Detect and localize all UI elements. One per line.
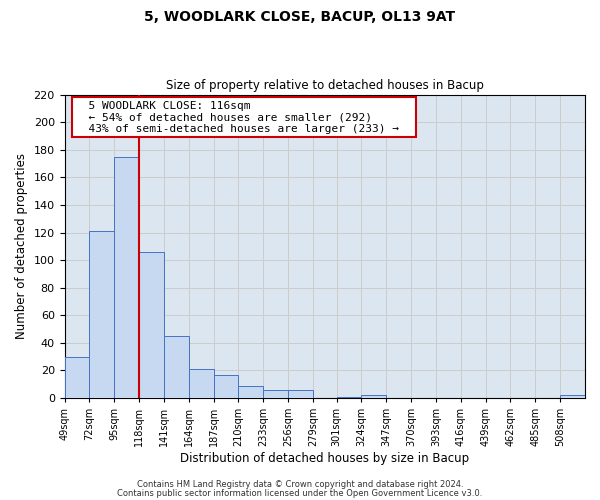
Bar [214,374,238,398]
Bar [114,156,139,398]
Text: 5 WOODLARK CLOSE: 116sqm  
  ← 54% of detached houses are smaller (292)  
  43% : 5 WOODLARK CLOSE: 116sqm ← 54% of detach… [75,100,412,134]
Text: 5, WOODLARK CLOSE, BACUP, OL13 9AT: 5, WOODLARK CLOSE, BACUP, OL13 9AT [145,10,455,24]
Bar [139,252,164,398]
Bar [189,369,214,398]
Bar [337,396,361,398]
X-axis label: Distribution of detached houses by size in Bacup: Distribution of detached houses by size … [180,452,469,465]
Bar [361,396,386,398]
Bar [164,336,189,398]
Bar [288,390,313,398]
Y-axis label: Number of detached properties: Number of detached properties [15,154,28,340]
Bar [560,396,585,398]
Text: Contains HM Land Registry data © Crown copyright and database right 2024.: Contains HM Land Registry data © Crown c… [137,480,463,489]
Bar [263,390,288,398]
Bar [89,231,114,398]
Bar [65,356,89,398]
Title: Size of property relative to detached houses in Bacup: Size of property relative to detached ho… [166,79,484,92]
Text: Contains public sector information licensed under the Open Government Licence v3: Contains public sector information licen… [118,488,482,498]
Bar [238,386,263,398]
